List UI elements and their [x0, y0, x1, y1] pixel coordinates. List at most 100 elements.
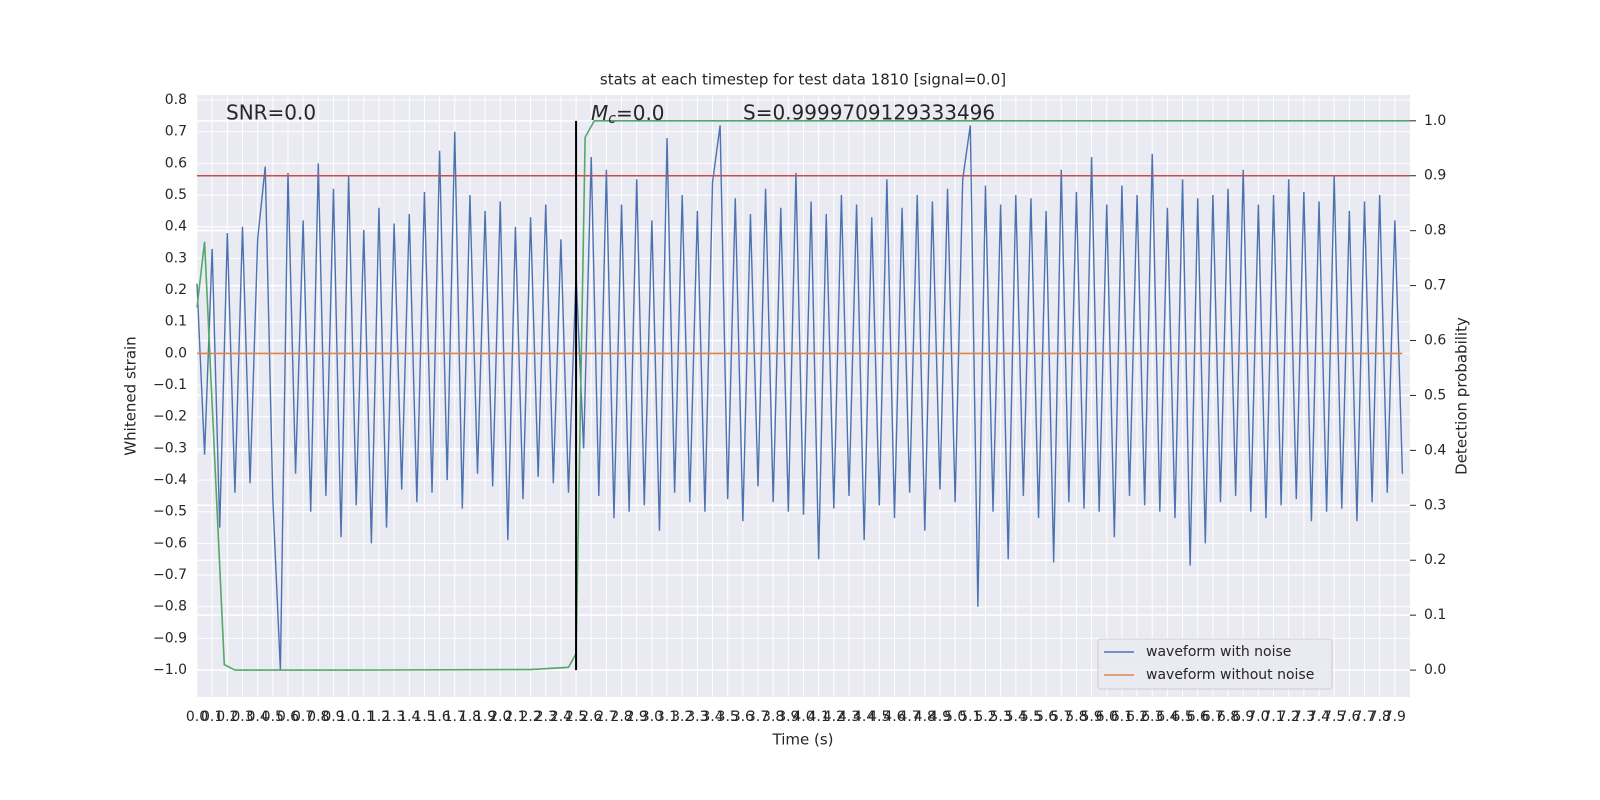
x-tick-label: 2.3: [535, 709, 557, 725]
x-tick-label: 0.3: [231, 709, 253, 725]
x-tick-label: 7.0: [1247, 709, 1269, 725]
y-tick-label: −0.6: [153, 535, 187, 551]
x-tick-label: 5.5: [1020, 709, 1042, 725]
y2-tick-label: 0.5: [1424, 387, 1446, 403]
x-tick-label: 5.3: [989, 709, 1011, 725]
x-tick-label: 4.1: [808, 709, 830, 725]
legend-box: [1097, 638, 1333, 690]
x-tick-label: 1.6: [428, 709, 450, 725]
x-tick-label: 6.5: [1171, 709, 1193, 725]
y2-tick-label: 0.1: [1424, 607, 1446, 623]
x-tick-label: 2.6: [580, 709, 602, 725]
y-tick-label: 0.1: [165, 314, 187, 330]
y-tick-label: −1.0: [153, 662, 187, 678]
y-tick-label: −0.9: [153, 630, 187, 646]
x-tick-label: 6.7: [1202, 709, 1224, 725]
x-tick-label: 7.8: [1369, 709, 1391, 725]
y-tick-label: 0.4: [165, 219, 187, 235]
y-tick-label: 0.8: [165, 92, 187, 108]
y-tick-label: 0.3: [165, 250, 187, 266]
x-tick-label: 0.4: [247, 709, 269, 725]
y2-tick-label: 1.0: [1424, 113, 1446, 129]
x-tick-label: 6.8: [1217, 709, 1239, 725]
x-tick-label: 5.8: [1065, 709, 1087, 725]
x-tick-label: 0.9: [322, 709, 344, 725]
y2-tick-label: 0.7: [1424, 278, 1446, 294]
y-tick-label: −0.8: [153, 599, 187, 615]
x-tick-label: 3.0: [641, 709, 663, 725]
y2-tick-label: 0.8: [1424, 223, 1446, 239]
y2-tick-label: 0.3: [1424, 497, 1446, 513]
x-tick-label: 0.0: [186, 709, 208, 725]
x-tick-label: 7.5: [1323, 709, 1345, 725]
x-tick-label: 7.7: [1353, 709, 1375, 725]
x-tick-label: 0.2: [216, 709, 238, 725]
x-tick-label: 6.9: [1232, 709, 1254, 725]
x-tick-label: 2.5: [565, 709, 587, 725]
y-tick-label: −0.3: [153, 440, 187, 456]
x-tick-label: 1.3: [383, 709, 405, 725]
x-tick-label: 2.0: [489, 709, 511, 725]
x-tick-label: 1.1: [353, 709, 375, 725]
x-tick-label: 4.4: [853, 709, 875, 725]
x-tick-label: 1.2: [368, 709, 390, 725]
x-tick-label: 3.6: [732, 709, 754, 725]
x-tick-label: 6.4: [1156, 709, 1178, 725]
y-tick-label: 0.7: [165, 124, 187, 140]
y2-tick-label: 0.4: [1424, 442, 1446, 458]
y2-tick-label: 0.6: [1424, 333, 1446, 349]
x-axis-label: Time (s): [772, 731, 834, 749]
x-tick-label: 3.8: [762, 709, 784, 725]
x-tick-label: 5.4: [1005, 709, 1027, 725]
x-tick-label: 3.1: [656, 709, 678, 725]
x-tick-label: 2.2: [519, 709, 541, 725]
x-tick-label: 5.0: [944, 709, 966, 725]
x-tick-label: 1.8: [459, 709, 481, 725]
line: [196, 125, 1404, 671]
x-tick-label: 6.6: [1187, 709, 1209, 725]
x-tick-label: 7.6: [1338, 709, 1360, 725]
x-tick-label: 7.9: [1384, 709, 1406, 725]
y-tick-label: −0.1: [153, 377, 187, 393]
x-tick-label: 4.7: [899, 709, 921, 725]
x-tick-label: 4.6: [883, 709, 905, 725]
annotation: Mc=0.0: [591, 101, 665, 128]
y2-tick-label: 0.9: [1424, 168, 1446, 184]
x-tick-label: 4.0: [792, 709, 814, 725]
x-tick-label: 5.1: [959, 709, 981, 725]
x-tick-label: 1.4: [398, 709, 420, 725]
x-tick-label: 0.1: [201, 709, 223, 725]
y-axis-label: Whitened strain: [122, 336, 140, 455]
y-tick-label: −0.7: [153, 567, 187, 583]
x-tick-label: 1.7: [444, 709, 466, 725]
y-tick-label: 0.6: [165, 155, 187, 171]
x-tick-label: 6.2: [1126, 709, 1148, 725]
x-tick-label: 4.5: [868, 709, 890, 725]
y-tick-label: 0.0: [165, 345, 187, 361]
x-tick-label: 0.6: [277, 709, 299, 725]
y2-axis-label: Detection probability: [1453, 317, 1471, 475]
annotation-symbol: M: [591, 101, 608, 125]
x-tick-label: 4.3: [838, 709, 860, 725]
x-tick-label: 1.0: [337, 709, 359, 725]
y2-tick-label: 0.0: [1424, 662, 1446, 678]
annotation: SNR=0.0: [226, 101, 316, 125]
x-tick-label: 2.7: [595, 709, 617, 725]
legend-label: waveform with noise: [1146, 644, 1291, 660]
x-tick-label: 3.9: [777, 709, 799, 725]
y-tick-label: −0.5: [153, 504, 187, 520]
x-tick-label: 3.4: [701, 709, 723, 725]
annotation-subscript: c: [608, 111, 616, 127]
x-tick-label: 2.8: [610, 709, 632, 725]
y-tick-label: 0.2: [165, 282, 187, 298]
y-tick-label: −0.2: [153, 409, 187, 425]
x-tick-label: 3.3: [686, 709, 708, 725]
x-tick-label: 0.7: [292, 709, 314, 725]
x-tick-label: 5.9: [1080, 709, 1102, 725]
y-tick-label: −0.4: [153, 472, 187, 488]
x-tick-label: 4.8: [914, 709, 936, 725]
y-tick-label: 0.5: [165, 187, 187, 203]
x-tick-label: 0.5: [262, 709, 284, 725]
x-tick-label: 3.5: [717, 709, 739, 725]
